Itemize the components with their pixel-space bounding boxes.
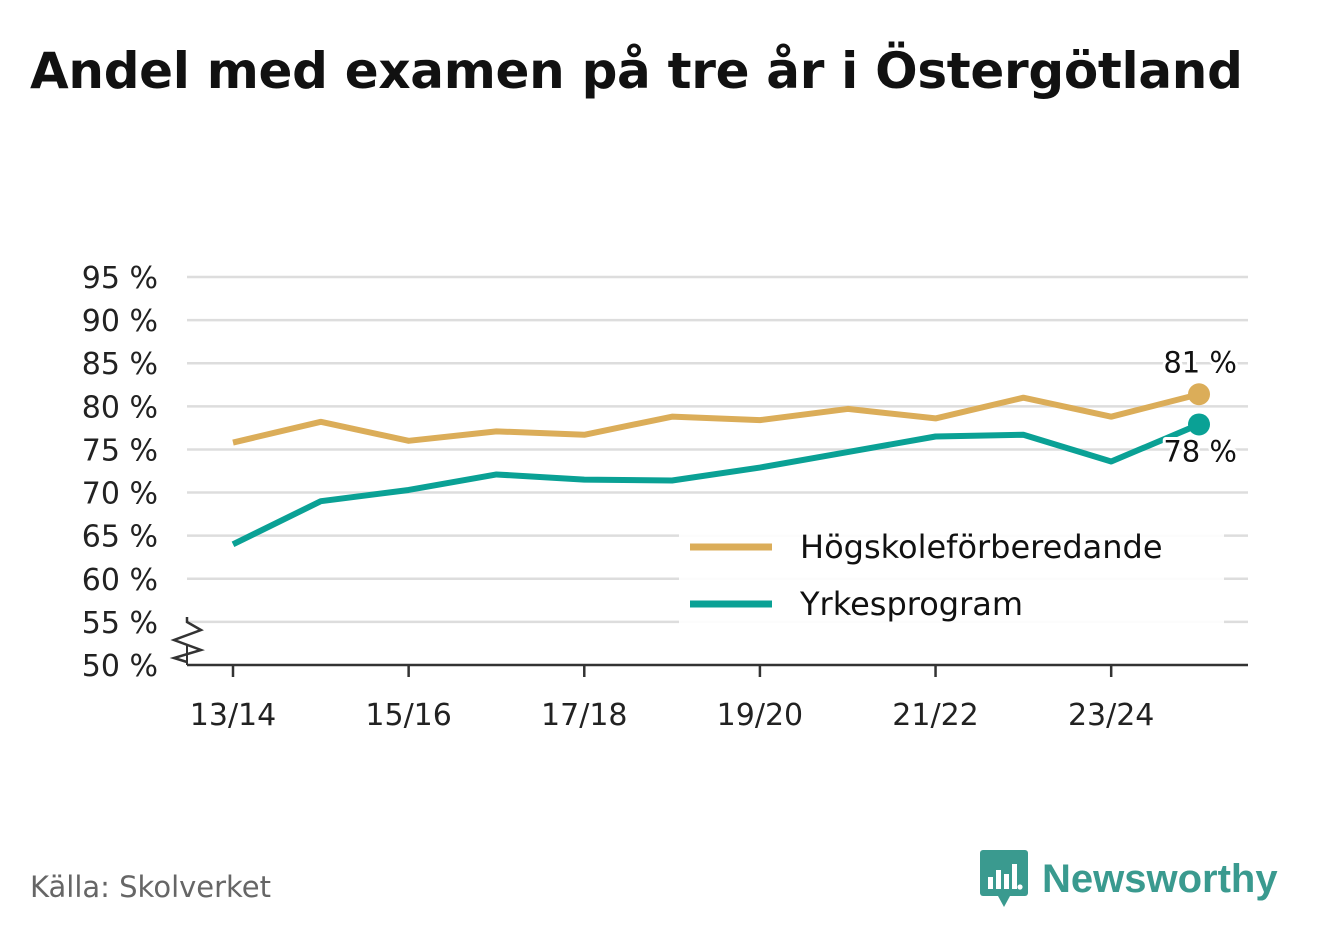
y-tick-label: 65 % xyxy=(82,520,158,555)
series-line-1 xyxy=(231,421,1201,547)
y-tick-label: 85 % xyxy=(82,347,158,382)
y-axis-break-mark xyxy=(169,617,205,664)
y-tick-label: 55 % xyxy=(82,606,158,641)
legend-label: Högskoleförberedande xyxy=(800,528,1163,566)
newsworthy-logo-icon xyxy=(980,850,1028,907)
source-note: Källa: Skolverket xyxy=(30,870,272,904)
x-tick-label: 21/22 xyxy=(892,698,978,733)
x-tick-label: 13/14 xyxy=(190,698,276,733)
series-end-point-1 xyxy=(1188,413,1210,436)
y-tick-label: 60 % xyxy=(82,563,158,598)
x-tick-label: 19/20 xyxy=(717,698,803,733)
y-tick-label: 70 % xyxy=(82,477,158,512)
end-labels: 81 % 78 % xyxy=(1160,342,1240,471)
y-tick-label: 90 % xyxy=(82,304,158,339)
brand-name: Newsworthy xyxy=(1042,856,1278,901)
x-tick-label: 17/18 xyxy=(541,698,627,733)
axes xyxy=(169,617,1248,667)
y-tick-label: 75 % xyxy=(82,433,158,468)
series-lines xyxy=(231,383,1210,547)
y-tick-label: 95 % xyxy=(82,261,158,296)
legend: Högskoleförberedande Yrkesprogram xyxy=(679,520,1224,626)
y-tick-label: 80 % xyxy=(82,390,158,425)
series-line-0 xyxy=(232,391,1200,446)
series-end-point-0 xyxy=(1188,383,1210,406)
legend-label: Yrkesprogram xyxy=(799,585,1023,623)
chart-title: Andel med examen på tre år i Östergötlan… xyxy=(30,42,1243,100)
series-end-label-1: 78 % xyxy=(1163,434,1237,468)
y-tick-label: 50 % xyxy=(82,649,158,684)
legend-background xyxy=(679,520,1224,626)
x-tick-label: 23/24 xyxy=(1068,698,1154,733)
brand-logo: Newsworthy xyxy=(980,850,1278,908)
x-axis-ticks: 13/14 15/16 17/18 19/20 21/22 23/24 xyxy=(190,665,1154,733)
series-end-label-0: 81 % xyxy=(1163,345,1237,379)
y-axis-ticks: 50 % 55 % 60 % 65 % 70 % 75 % 80 % 85 % 90 % 95 % xyxy=(82,261,158,684)
x-tick-label: 15/16 xyxy=(365,698,451,733)
